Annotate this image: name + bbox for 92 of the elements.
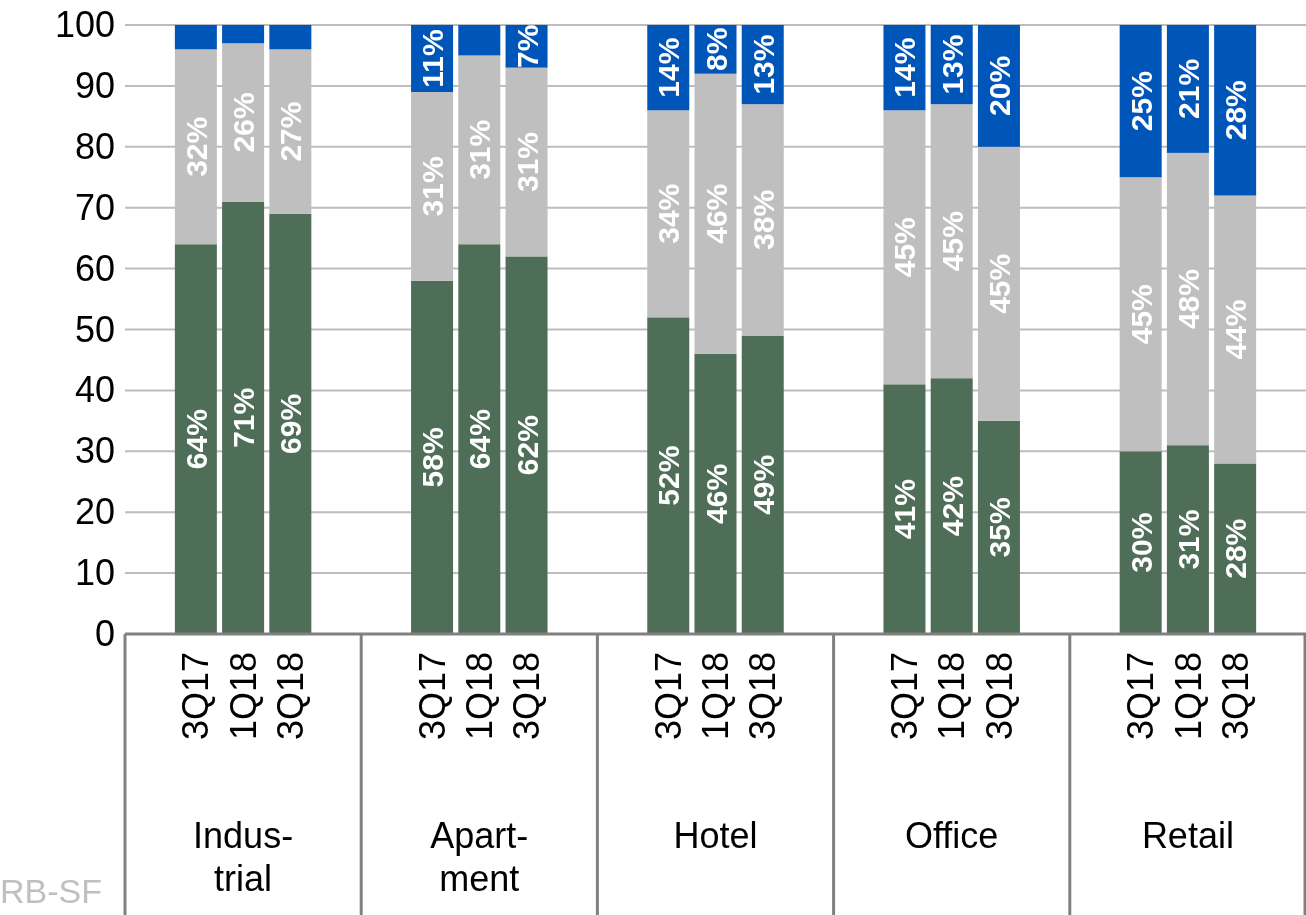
data-label: 21% <box>1171 58 1205 119</box>
bar <box>1119 451 1162 634</box>
x-tick-label: 3Q17 <box>884 652 926 741</box>
y-tick-label: 40 <box>74 369 115 411</box>
x-tick-label: 3Q17 <box>647 652 689 741</box>
text: Office <box>905 815 999 856</box>
data-label: 45% <box>982 253 1016 314</box>
y-tick-label: 70 <box>74 186 115 228</box>
x-tick-label: 3Q18 <box>1214 652 1256 741</box>
y-tick-label: 100 <box>54 4 115 46</box>
y-tick-label: 30 <box>74 430 115 472</box>
bar <box>741 335 784 634</box>
y-tick-label: 80 <box>74 125 115 167</box>
data-label: 45% <box>888 217 922 278</box>
x-tick-label: 3Q17 <box>411 652 453 741</box>
data-label: 13% <box>935 34 969 95</box>
data-label: 25% <box>1124 71 1158 132</box>
data-label: 31% <box>463 119 497 180</box>
data-label: 64% <box>463 409 497 470</box>
bar <box>977 420 1020 634</box>
bar <box>647 317 690 634</box>
bar <box>505 256 548 634</box>
data-label: 31% <box>1171 509 1205 570</box>
data-label: 14% <box>888 37 922 98</box>
data-label: 28% <box>1219 80 1253 141</box>
data-label: 49% <box>746 454 780 515</box>
data-label: 45% <box>1124 284 1158 345</box>
data-label: 13% <box>746 34 780 95</box>
x-tick-label: 1Q18 <box>695 652 737 741</box>
data-label: 26% <box>227 92 261 153</box>
data-label: 35% <box>982 497 1016 558</box>
bar <box>269 213 312 634</box>
data-label: 27% <box>274 101 308 162</box>
bar <box>1166 445 1209 634</box>
data-label: 45% <box>935 211 969 272</box>
data-label: 31% <box>510 132 544 193</box>
data-label: 38% <box>746 189 780 250</box>
data-label: 28% <box>1219 518 1253 579</box>
data-label: 52% <box>652 445 686 506</box>
bar <box>222 25 265 44</box>
x-tick-label: 3Q18 <box>742 652 784 741</box>
x-tick-label: 1Q18 <box>1167 652 1209 741</box>
bar <box>269 25 312 50</box>
y-tick-label: 90 <box>74 64 115 106</box>
bar <box>411 280 454 634</box>
bar <box>694 353 737 634</box>
data-label: 11% <box>416 29 450 88</box>
y-tick-label: 50 <box>74 308 115 350</box>
x-tick-label: 3Q17 <box>1120 652 1162 741</box>
data-label: 14% <box>652 37 686 98</box>
x-tick-label: 3Q18 <box>506 652 548 741</box>
bar <box>174 244 217 634</box>
data-label: 32% <box>179 116 213 177</box>
x-tick-label: 1Q18 <box>931 652 973 741</box>
bar <box>883 384 926 634</box>
data-label: 46% <box>699 463 733 524</box>
data-label: 44% <box>1219 299 1253 360</box>
bar <box>1214 25 1257 196</box>
x-tick-label: 1Q18 <box>458 652 500 741</box>
data-label: 20% <box>982 55 1016 116</box>
data-label: 64% <box>179 409 213 470</box>
data-label: 71% <box>227 387 261 448</box>
data-label: 69% <box>274 393 308 454</box>
data-label: 34% <box>652 183 686 244</box>
text: Apart- ment <box>430 815 529 899</box>
y-tick-label: 10 <box>74 552 115 594</box>
text: Retail <box>1141 815 1234 856</box>
text: RB-SF <box>0 872 102 910</box>
data-label: 58% <box>416 427 450 488</box>
data-label: 62% <box>510 415 544 476</box>
bar <box>458 244 501 634</box>
y-tick-label: 0 <box>94 613 115 655</box>
y-tick-label: 60 <box>74 247 115 289</box>
y-tick-label: 20 <box>74 491 115 533</box>
bar <box>930 378 973 634</box>
bar <box>458 25 501 56</box>
bar <box>222 201 265 634</box>
x-tick-label: 3Q17 <box>175 652 217 741</box>
x-tick-label: 3Q18 <box>269 652 311 741</box>
data-label: 42% <box>935 476 969 537</box>
bar <box>174 25 217 50</box>
data-label: 8% <box>699 27 733 72</box>
data-label: 30% <box>1124 512 1158 573</box>
text: Hotel <box>673 815 758 856</box>
data-label: 7% <box>510 24 544 68</box>
data-label: 31% <box>416 156 450 217</box>
x-tick-label: 1Q18 <box>222 652 264 741</box>
data-label: 41% <box>888 479 922 540</box>
data-label: 48% <box>1171 269 1205 330</box>
x-tick-label: 3Q18 <box>978 652 1020 741</box>
data-label: 46% <box>699 183 733 244</box>
text: Indus- trial <box>193 815 294 899</box>
